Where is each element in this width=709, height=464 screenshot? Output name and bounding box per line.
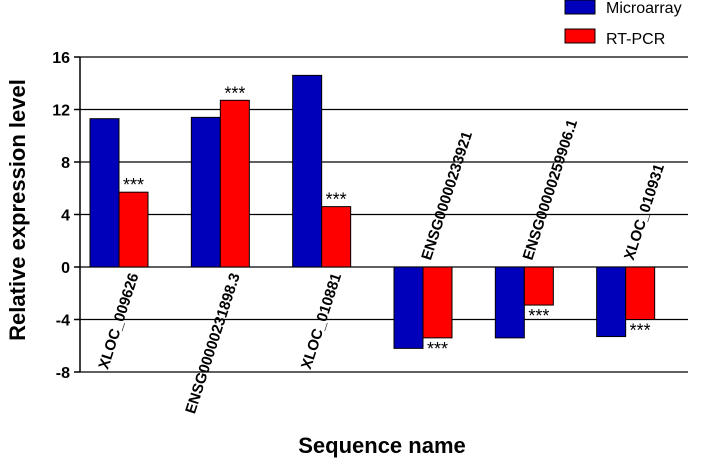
x-category-label: ENSG00000231898.3 [182,271,244,416]
y-tick-label: 8 [61,155,70,172]
x-axis-title: Sequence name [298,433,466,458]
significance-label: *** [326,190,347,210]
legend-swatch-rt-pcr [564,28,596,44]
bar-microarray-4 [494,266,525,339]
legend-swatch-microarray [564,0,596,15]
significance-label: *** [224,83,245,103]
y-tick-label: 16 [52,50,70,67]
bar-microarray-5 [596,266,627,338]
bar-rt-pcr-0 [118,191,149,268]
significance-label: *** [427,339,448,359]
y-tick-label: -8 [56,365,70,382]
y-tick-label: 12 [52,103,70,120]
y-axis-title: Relative expression level [5,79,30,341]
legend-label-rt-pcr: RT-PCR [606,31,665,48]
significance-label: *** [123,175,144,195]
bar-rt-pcr-5 [625,266,656,320]
bar-rt-pcr-4 [523,266,554,306]
x-category-label: ENSG00000259906.1 [520,117,582,262]
labels: *** *** *** *** *** *** XLOC_009626 ENSG0000023… [95,83,668,416]
x-category-label: XLOC_009626 [95,271,142,371]
y-tick-label: 0 [61,260,70,277]
bar-microarray-1 [190,116,221,268]
legend-label-microarray: Microarray [606,0,682,17]
x-category-label: XLOC_010881 [298,271,345,371]
bar-microarray-3 [393,266,424,349]
x-category-label: ENSG00000233921 [418,129,476,262]
significance-label: *** [630,321,651,341]
y-tick-label: 4 [61,208,70,225]
bars [89,74,656,349]
bar-microarray-2 [292,74,323,268]
gridlines [80,56,688,373]
bar-rt-pcr-1 [219,99,250,268]
bar-microarray-0 [89,118,120,268]
bar-rt-pcr-2 [321,206,352,268]
significance-label: *** [528,306,549,326]
x-category-label: XLOC_010931 [621,162,668,262]
legend: Microarray RT-PCR [564,0,682,48]
bar-rt-pcr-3 [422,266,453,339]
axes: -8 -4 0 4 8 12 16 [52,50,81,382]
y-tick-label: -4 [56,313,70,330]
